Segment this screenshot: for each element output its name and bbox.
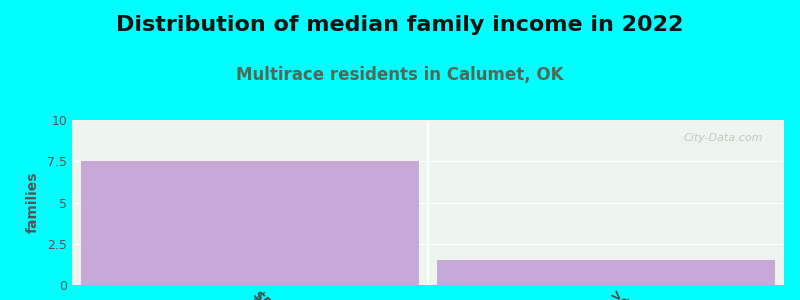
- Text: Multirace residents in Calumet, OK: Multirace residents in Calumet, OK: [236, 66, 564, 84]
- Text: Distribution of median family income in 2022: Distribution of median family income in …: [116, 15, 684, 35]
- Text: City-Data.com: City-Data.com: [683, 133, 762, 143]
- Bar: [437, 260, 775, 285]
- Bar: [81, 161, 419, 285]
- Y-axis label: families: families: [26, 172, 40, 233]
